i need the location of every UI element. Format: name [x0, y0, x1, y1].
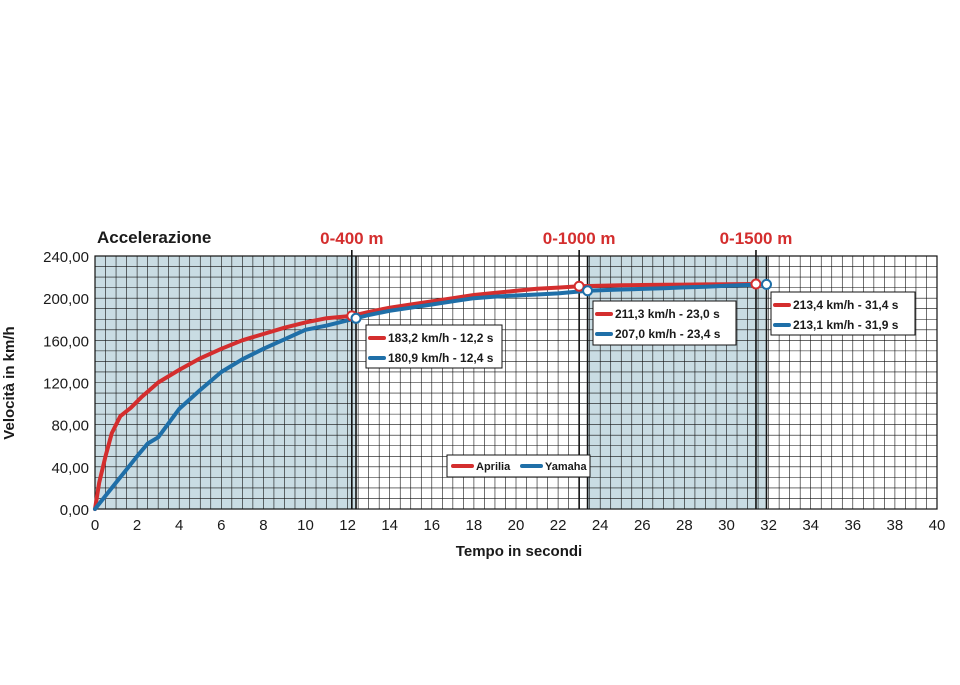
y-tick-label: 80,00 [51, 418, 89, 435]
annotation-box-bg [770, 291, 916, 336]
annotation-aprilia-value: 211,3 km/h - 23,0 s [615, 307, 720, 321]
x-tick-label: 34 [802, 517, 819, 534]
y-tick-label: 200,00 [43, 291, 89, 308]
x-tick-label: 40 [929, 517, 946, 534]
x-tick-label: 32 [760, 517, 777, 534]
annotation-yamaha-value: 207,0 km/h - 23,4 s [615, 327, 721, 341]
x-tick-label: 0 [91, 517, 99, 534]
marker-label: 0-400 m [320, 229, 383, 248]
x-tick-label: 22 [550, 517, 567, 534]
series-line-aprilia [93, 282, 758, 511]
y-tick-label: 120,00 [43, 376, 89, 393]
annotation-yamaha-value: 180,9 km/h - 12,4 s [388, 351, 494, 365]
annotation-boxes: 183,2 km/h - 12,2 s 180,9 km/h - 12,4 s 21… [365, 291, 916, 369]
chart-title: Accelerazione [97, 228, 211, 247]
annotation-aprilia-value: 213,4 km/h - 31,4 s [793, 298, 899, 312]
point-yamaha [760, 278, 772, 290]
legend-box [446, 454, 591, 478]
x-tick-label: 14 [381, 517, 398, 534]
point-yamaha [582, 285, 594, 297]
annotation-box: 211,3 km/h - 23,0 s 207,0 km/h - 23,4 s [592, 300, 737, 346]
x-tick-label: 8 [259, 517, 267, 534]
annotation-box-bg [365, 324, 503, 369]
x-tick-label: 6 [217, 517, 225, 534]
x-tick-label: 4 [175, 517, 183, 534]
point-yamaha [350, 312, 362, 324]
point-aprilia [750, 278, 762, 290]
x-axis-title: Tempo in secondi [456, 543, 582, 560]
legend-label-aprilia: Aprilia [476, 461, 511, 473]
x-tick-label: 30 [718, 517, 735, 534]
x-tick-label: 10 [297, 517, 314, 534]
x-tick-label: 38 [887, 517, 904, 534]
y-axis-title: Velocità in km/h [1, 326, 18, 439]
y-tick-label: 40,00 [51, 460, 89, 477]
plot-border [94, 255, 938, 510]
y-tick-label: 160,00 [43, 333, 89, 350]
series-line-yamaha [93, 282, 769, 511]
point-aprilia [573, 280, 585, 292]
marker-label: 0-1500 m [720, 229, 793, 248]
y-tick-label: 0,00 [60, 502, 89, 519]
x-tick-label: 2 [133, 517, 141, 534]
legend: Aprilia Yamaha [446, 454, 591, 478]
x-tick-label: 26 [634, 517, 651, 534]
annotation-yamaha-value: 213,1 km/h - 31,9 s [793, 318, 899, 332]
plot-frame [94, 255, 938, 510]
x-tick-label: 16 [423, 517, 440, 534]
annotation-box: 213,4 km/h - 31,4 s 213,1 km/h - 31,9 s [770, 291, 916, 336]
x-tick-label: 24 [592, 517, 609, 534]
x-tick-label: 36 [844, 517, 861, 534]
series-lines [93, 282, 769, 511]
x-tick-label: 18 [466, 517, 483, 534]
x-tick-label: 12 [339, 517, 356, 534]
y-tick-label: 240,00 [43, 249, 89, 266]
annotation-box-bg [592, 300, 737, 346]
annotation-box: 183,2 km/h - 12,2 s 180,9 km/h - 12,4 s [365, 324, 503, 369]
legend-label-yamaha: Yamaha [545, 461, 587, 473]
x-tick-label: 28 [676, 517, 693, 534]
marker-label: 0-1000 m [543, 229, 616, 248]
series-endpoints [346, 278, 772, 324]
axis-ticks: 0 2 4 6 8 10 12 14 16 18 20 22 24 26 28 30 32 34 36 38 400,0… [43, 249, 945, 534]
annotation-aprilia-value: 183,2 km/h - 12,2 s [388, 331, 494, 345]
x-tick-label: 20 [508, 517, 525, 534]
